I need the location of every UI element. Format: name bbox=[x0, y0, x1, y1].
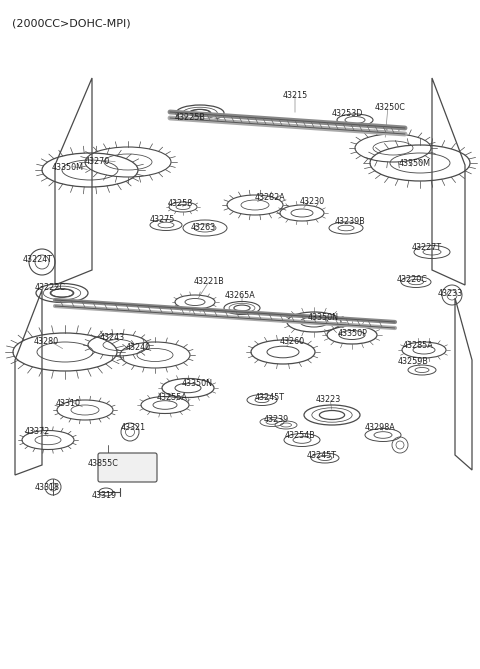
Text: 43321: 43321 bbox=[120, 423, 145, 432]
Text: 43225B: 43225B bbox=[175, 114, 205, 122]
Text: 43224T: 43224T bbox=[23, 256, 53, 264]
Text: 43350P: 43350P bbox=[338, 328, 368, 337]
Text: 43253D: 43253D bbox=[331, 108, 363, 118]
Text: 43350N: 43350N bbox=[181, 379, 213, 387]
Text: 43215: 43215 bbox=[282, 90, 308, 100]
Text: 43265A: 43265A bbox=[225, 290, 255, 300]
Text: 43220C: 43220C bbox=[396, 276, 427, 284]
Text: 43259B: 43259B bbox=[397, 357, 429, 367]
Text: (2000CC>DOHC-MPI): (2000CC>DOHC-MPI) bbox=[12, 18, 131, 28]
Text: 43275: 43275 bbox=[149, 215, 175, 225]
Text: 43263: 43263 bbox=[191, 223, 216, 233]
Text: 43260: 43260 bbox=[279, 337, 305, 347]
Text: 43319: 43319 bbox=[91, 490, 117, 500]
Text: 43318: 43318 bbox=[35, 484, 60, 492]
Text: 43270: 43270 bbox=[84, 157, 109, 167]
Text: 43350M: 43350M bbox=[52, 163, 84, 173]
Text: 43282A: 43282A bbox=[254, 193, 286, 203]
Text: 43350N: 43350N bbox=[308, 314, 338, 322]
Text: 43239: 43239 bbox=[264, 415, 288, 425]
Text: 43245T: 43245T bbox=[255, 393, 285, 403]
Text: 43855C: 43855C bbox=[87, 458, 119, 468]
Text: 43223: 43223 bbox=[315, 395, 341, 405]
Text: 43350M: 43350M bbox=[399, 159, 431, 167]
Text: 43240: 43240 bbox=[125, 343, 151, 353]
Text: 43227T: 43227T bbox=[412, 244, 442, 252]
FancyBboxPatch shape bbox=[98, 453, 157, 482]
Text: 43254B: 43254B bbox=[285, 430, 315, 440]
Text: 43250C: 43250C bbox=[374, 104, 406, 112]
Text: 43298A: 43298A bbox=[365, 423, 396, 432]
Text: 43372: 43372 bbox=[24, 427, 49, 436]
Text: 43258: 43258 bbox=[168, 199, 192, 209]
Text: 43239B: 43239B bbox=[335, 217, 365, 227]
Text: 43255A: 43255A bbox=[156, 393, 187, 403]
Text: 43310: 43310 bbox=[56, 399, 81, 407]
Text: 43280: 43280 bbox=[34, 337, 59, 347]
Text: 43230: 43230 bbox=[300, 197, 324, 207]
Text: 43243: 43243 bbox=[99, 334, 125, 343]
Text: 43233: 43233 bbox=[437, 288, 463, 298]
Text: 43245T: 43245T bbox=[307, 450, 337, 460]
Text: 43285A: 43285A bbox=[403, 341, 433, 349]
Text: 43221B: 43221B bbox=[193, 278, 224, 286]
Text: 43222C: 43222C bbox=[35, 282, 65, 292]
